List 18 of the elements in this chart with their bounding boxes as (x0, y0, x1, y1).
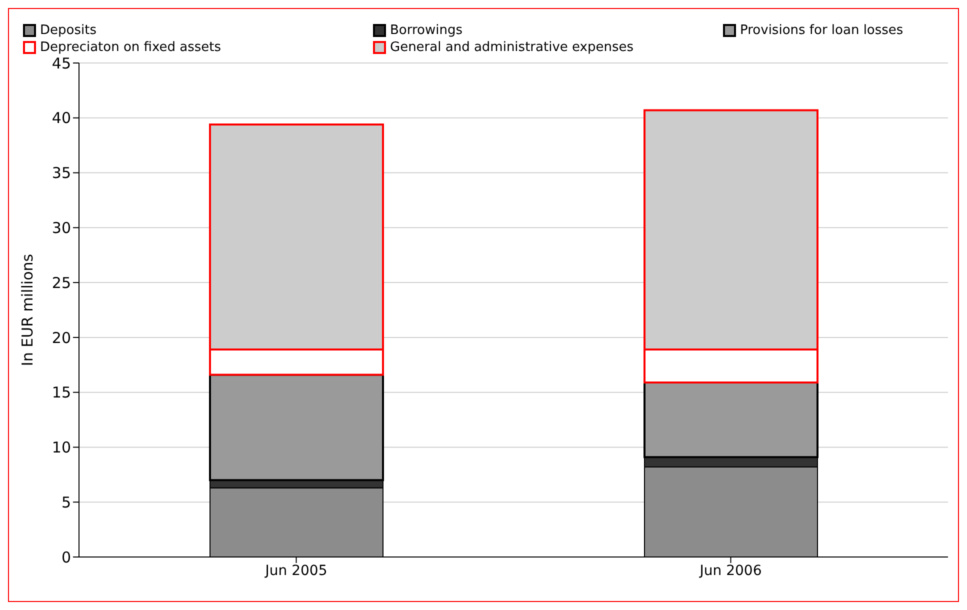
y-tick-label: 35 (52, 164, 71, 182)
y-tick-label: 45 (52, 54, 71, 72)
y-tick-label: 0 (61, 548, 71, 566)
y-tick-label: 15 (52, 384, 71, 402)
legend-label: Provisions for loan losses (740, 23, 904, 38)
y-tick-label: 20 (52, 328, 71, 347)
y-tick-label: 25 (52, 274, 71, 292)
x-tick-label: Jun 2005 (264, 562, 328, 579)
y-tick-label: 30 (52, 218, 71, 237)
legend-label: General and administrative expenses (390, 40, 634, 55)
y-tick-label: 10 (52, 438, 71, 457)
y-axis-title: In EUR millions (18, 254, 36, 366)
legend-label: Borrowings (390, 23, 463, 38)
x-tick-label: Jun 2006 (698, 562, 762, 579)
legend-label: Depreciaton on fixed assets (40, 40, 222, 55)
legend-label: Deposits (40, 23, 96, 38)
y-tick-label: 5 (61, 493, 71, 512)
y-tick-label: 40 (52, 109, 71, 128)
